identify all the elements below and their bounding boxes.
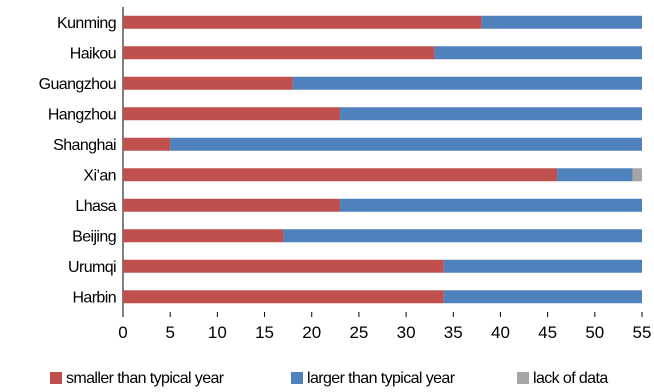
category-label-harbin: Harbin bbox=[72, 289, 116, 306]
bar-haikou-smaller-than-typical-year bbox=[123, 46, 435, 60]
x-tick-label-15: 15 bbox=[255, 323, 274, 342]
category-label-haikou: Haikou bbox=[70, 45, 116, 62]
bar-urumqi-larger-than-typical-year bbox=[443, 259, 642, 273]
bars-group bbox=[123, 15, 642, 304]
category-label-lhasa: Lhasa bbox=[75, 198, 116, 215]
legend-swatch-larger-than-typical-year bbox=[291, 372, 303, 384]
legend-swatch-lack-of-data bbox=[517, 372, 529, 384]
legend-label-smaller-than-typical-year: smaller than typical year bbox=[66, 370, 225, 387]
x-tick-label-45: 45 bbox=[538, 323, 557, 342]
bar-haikou-larger-than-typical-year bbox=[434, 46, 642, 60]
legend: smaller than typical year larger than typ… bbox=[50, 370, 609, 387]
x-tick-label-0: 0 bbox=[118, 323, 127, 342]
bar-urumqi-smaller-than-typical-year bbox=[123, 259, 444, 273]
category-label-guangzhou: Guangzhou bbox=[39, 76, 116, 93]
legend-label-larger-than-typical-year: larger than typical year bbox=[307, 370, 456, 387]
x-tick-label-30: 30 bbox=[397, 323, 416, 342]
category-label-shanghai: Shanghai bbox=[53, 137, 116, 154]
bar-harbin-smaller-than-typical-year bbox=[123, 290, 444, 304]
bar-kunming-smaller-than-typical-year bbox=[123, 15, 482, 29]
bar-lhasa-larger-than-typical-year bbox=[340, 198, 642, 212]
category-label-kunming: Kunming bbox=[57, 15, 116, 32]
bar-kunming-larger-than-typical-year bbox=[481, 15, 642, 29]
x-tick-label-25: 25 bbox=[349, 323, 368, 342]
bar-xi-an-lack-of-data bbox=[632, 168, 642, 182]
legend-swatch-smaller-than-typical-year bbox=[50, 372, 62, 384]
category-label-urumqi: Urumqi bbox=[68, 259, 116, 276]
x-tick-label-5: 5 bbox=[165, 323, 174, 342]
bar-shanghai-smaller-than-typical-year bbox=[123, 137, 171, 151]
category-axis: Kunming Haikou Guangzhou Hangzhou Shanghai Xi… bbox=[39, 7, 124, 312]
category-label-xi-an: Xi’an bbox=[83, 167, 116, 184]
category-label-hangzhou: Hangzhou bbox=[48, 106, 116, 123]
category-label-beijing: Beijing bbox=[72, 228, 116, 245]
bar-harbin-larger-than-typical-year bbox=[443, 290, 642, 304]
x-tick-label-35: 35 bbox=[444, 323, 463, 342]
bar-lhasa-smaller-than-typical-year bbox=[123, 198, 341, 212]
bar-guangzhou-smaller-than-typical-year bbox=[123, 76, 293, 90]
bar-xi-an-smaller-than-typical-year bbox=[123, 168, 558, 182]
bar-hangzhou-larger-than-typical-year bbox=[340, 107, 642, 121]
x-tick-label-55: 55 bbox=[633, 323, 652, 342]
x-tick-label-50: 50 bbox=[585, 323, 604, 342]
x-tick-label-10: 10 bbox=[208, 323, 227, 342]
bar-beijing-larger-than-typical-year bbox=[283, 229, 642, 243]
value-axis: 0 5 10 15 20 25 30 35 40 45 50 55 bbox=[118, 312, 651, 342]
bar-hangzhou-smaller-than-typical-year bbox=[123, 107, 341, 121]
bar-xi-an-larger-than-typical-year bbox=[557, 168, 633, 182]
bar-shanghai-larger-than-typical-year bbox=[170, 137, 642, 151]
legend-label-lack-of-data: lack of data bbox=[533, 370, 608, 387]
bar-guangzhou-larger-than-typical-year bbox=[292, 76, 642, 90]
bar-beijing-smaller-than-typical-year bbox=[123, 229, 284, 243]
x-tick-label-20: 20 bbox=[302, 323, 321, 342]
x-tick-label-40: 40 bbox=[491, 323, 510, 342]
